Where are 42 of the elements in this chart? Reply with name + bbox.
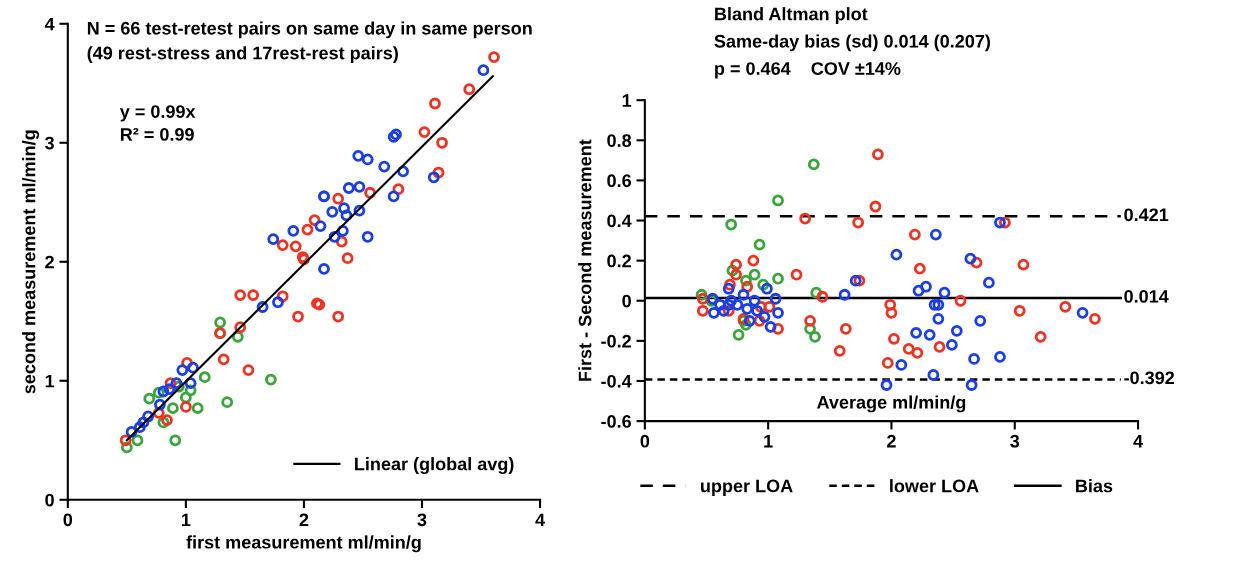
y-tick-label: 3 [44,136,54,150]
y-tick-label: -0.6 [601,415,632,428]
chart-subtitle: Same-day bias (sd) 0.014 (0.207) [714,34,990,52]
y-tick-label: 0 [622,294,631,308]
x-tick-label: 3 [417,513,427,527]
annotation: -0.392 [1124,371,1175,385]
legend-label: upper LOA [701,479,793,496]
y-tick-label: 0.8 [607,134,632,148]
x-tick-label: 1 [181,513,191,527]
legend-label: Linear (global avg) [355,457,514,475]
y-tick-label: 1 [622,94,632,107]
annotation: 0.421 [1124,208,1169,222]
y-axis-title: second measurement ml/min/g [22,130,40,394]
x-tick-label: 3 [1010,434,1020,448]
annotation: y = 0.99x [119,105,196,122]
y-tick-label: -0.2 [601,334,631,348]
legend-label: lower LOA [890,479,979,493]
x-tick-label: 4 [535,513,545,527]
x-axis-title: Average ml/min/g [816,395,966,413]
y-tick-label: 4 [44,17,55,31]
x-axis-title: first measurement ml/min/g [186,535,421,553]
x-tick-label: 1 [764,434,773,448]
x-tick-label: 2 [299,513,309,527]
annotation: N = 66 test-retest pairs on same day in same person [87,21,532,39]
annotation: 0.014 [1124,290,1169,303]
y-tick-label: -0.4 [601,374,632,388]
x-tick-label: 0 [63,513,73,527]
y-tick-label: 0 [45,493,54,507]
legend-label: Bias [1076,479,1113,493]
x-tick-label: 0 [640,434,650,448]
text: p = 0.464 COV ±14% [715,62,901,79]
y-tick-label: 0.6 [607,174,632,188]
x-tick-label: 4 [1133,434,1143,448]
annotation: R² = 0.99 [120,128,194,141]
y-tick-label: 2 [45,255,54,269]
y-tick-label: 0.2 [607,254,631,268]
y-tick-label: 0.4 [607,214,632,228]
x-tick-label: 2 [887,434,896,448]
y-axis-title: First - Second measurement [578,139,592,381]
chart-title: Bland Altman plot [715,7,868,24]
annotation: (49 rest-stress and 17rest-rest pairs) [87,46,398,63]
y-tick-label: 1 [45,374,55,388]
